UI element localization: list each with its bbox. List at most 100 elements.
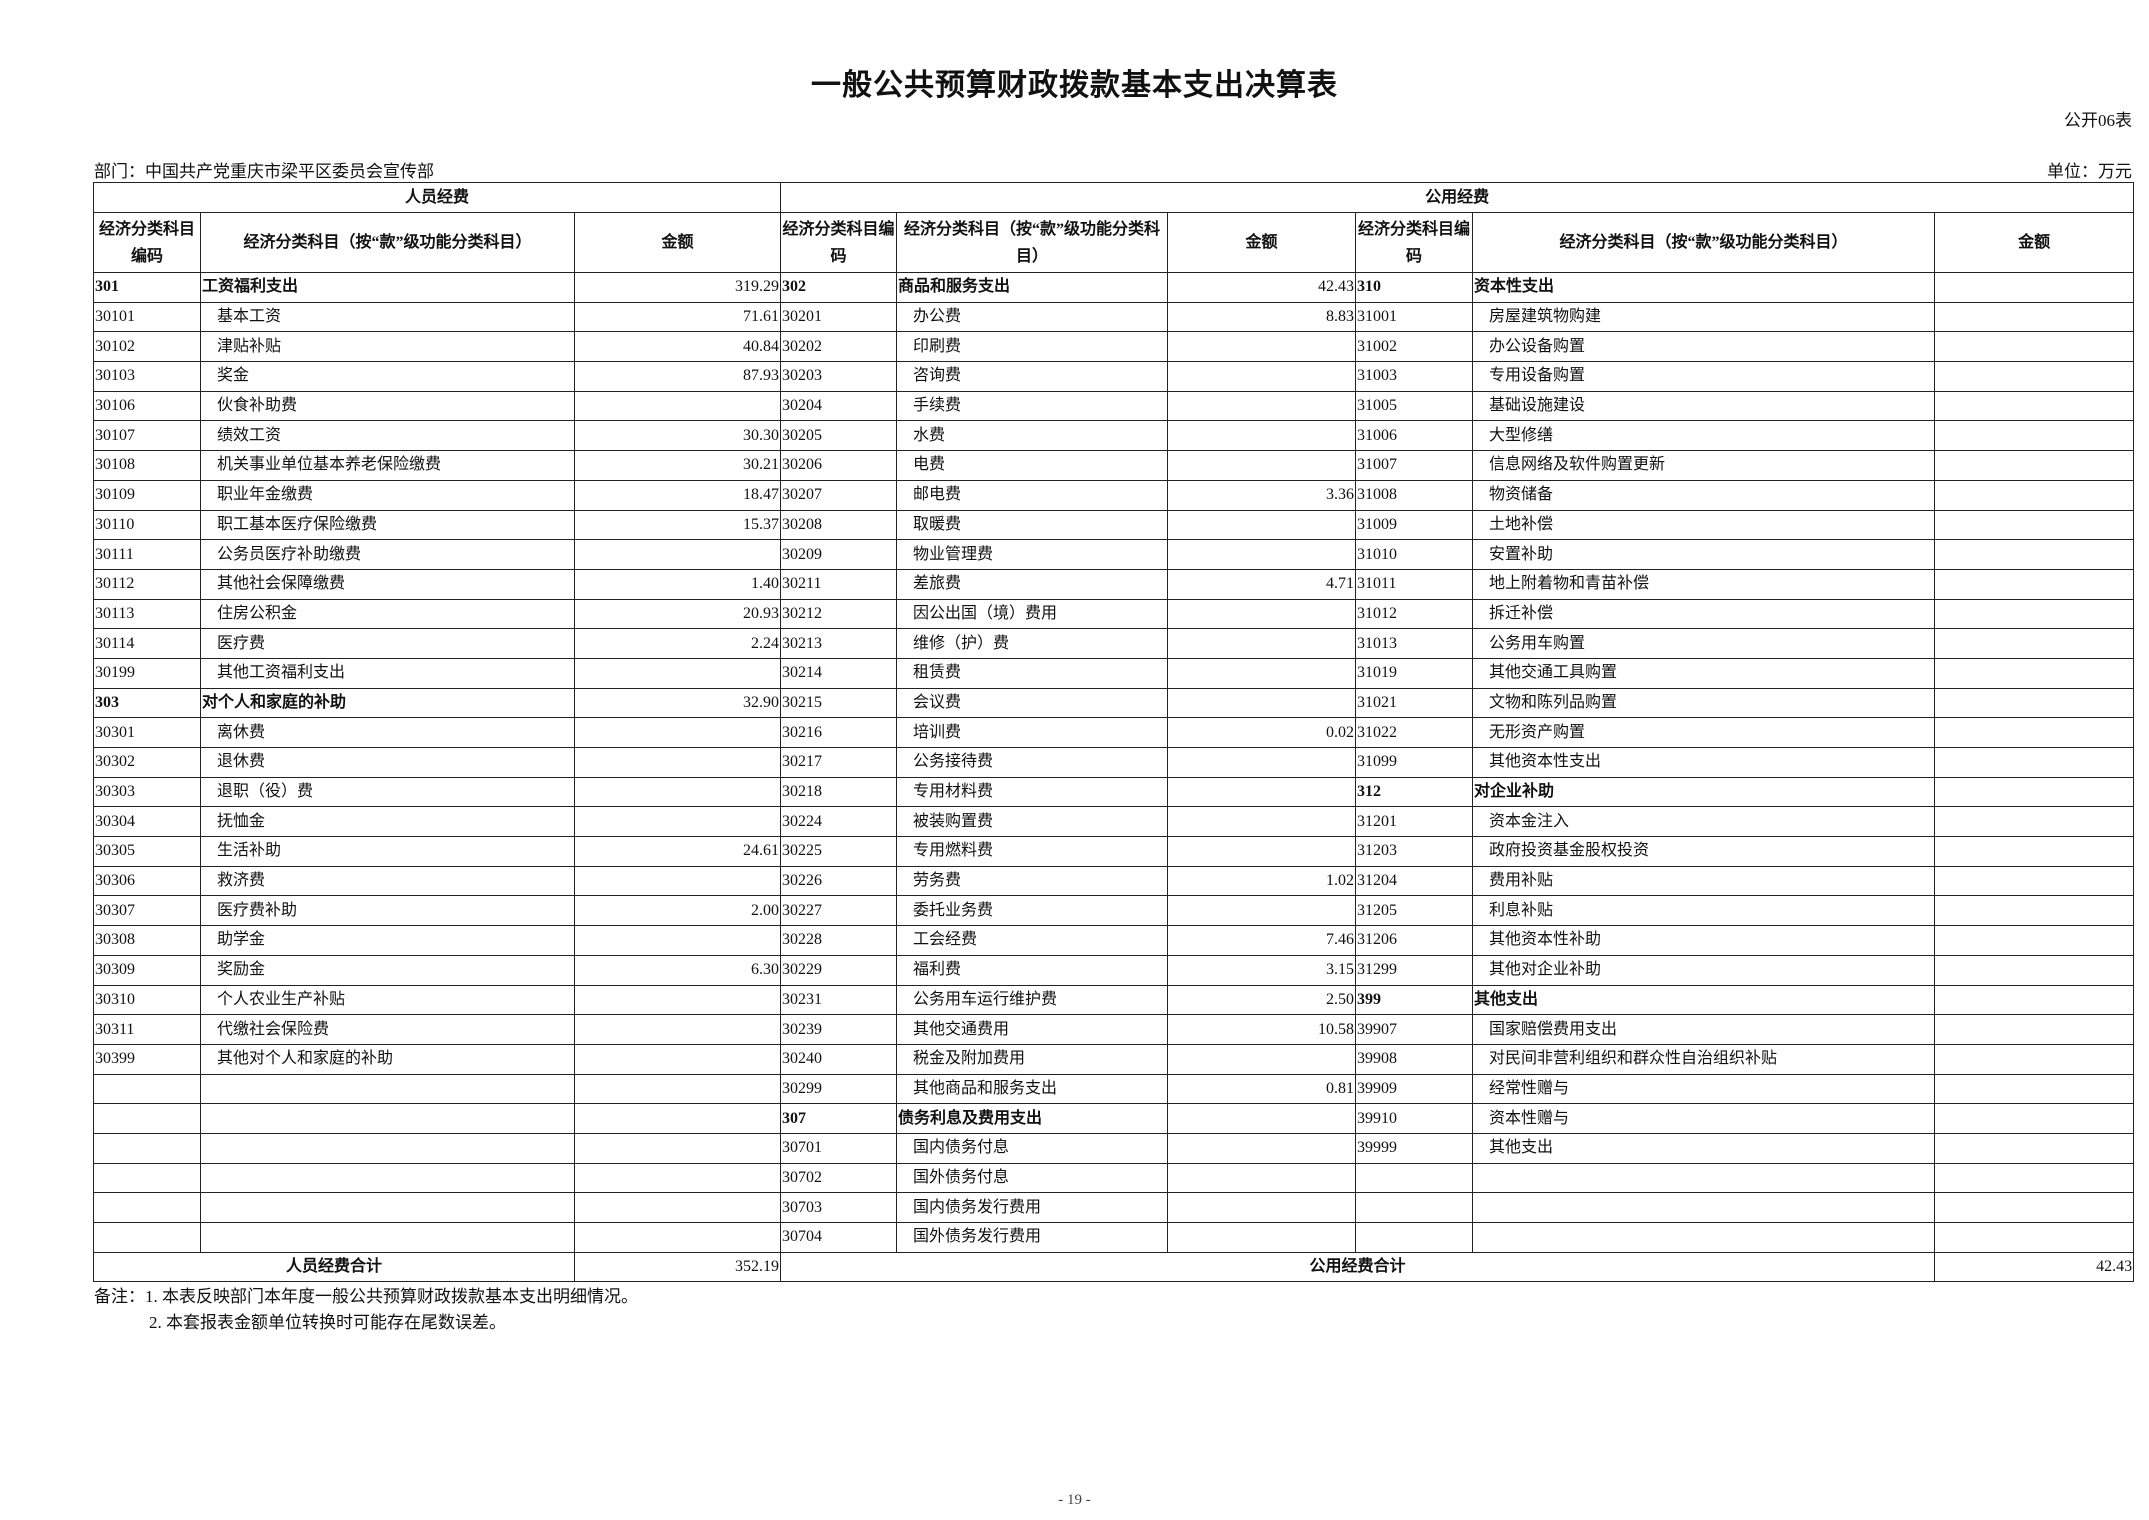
left-code-cell: 30110: [93, 509, 201, 541]
mid-code-cell: 30703: [780, 1192, 898, 1223]
left-code-cell: 30109: [93, 479, 201, 511]
left-amount-cell: [573, 865, 782, 897]
right-amount-cell: [1934, 598, 2135, 630]
left-name-cell: [200, 1073, 575, 1105]
mid-code-cell: 30215: [780, 687, 898, 719]
table-row: 30399 其他对个人和家庭的补助 30240 税金及附加费用 39908 对民间非营利组…: [93, 1043, 2135, 1075]
left-name-cell: 其他社会保障缴费: [200, 568, 575, 600]
right-code-cell: 31019: [1355, 657, 1474, 689]
right-amount-cell: [1934, 776, 2135, 808]
mid-code-cell: 30704: [780, 1222, 898, 1253]
right-code-cell: 31005: [1355, 390, 1474, 422]
right-name-cell: 大型修缮: [1472, 420, 1936, 452]
right-name-cell: 基础设施建设: [1472, 390, 1936, 422]
left-code-cell: 30102: [93, 331, 201, 363]
left-name-cell: 个人农业生产补贴: [200, 984, 575, 1016]
right-amount-cell: [1934, 1222, 2135, 1253]
mid-amount-cell: [1167, 331, 1357, 363]
mid-code-cell: 30228: [780, 925, 898, 956]
left-code-cell: 30112: [93, 568, 201, 600]
mid-name-cell: 被装购置费: [896, 806, 1169, 838]
left-code-cell: 30302: [93, 747, 201, 778]
right-name-cell: 对企业补助: [1472, 776, 1936, 808]
right-amount-cell: [1934, 954, 2135, 986]
mid-name-cell: 电费: [896, 450, 1169, 481]
left-amount-cell: 319.29: [573, 272, 782, 303]
mid-amount-cell: 2.50: [1167, 984, 1357, 1016]
mid-name-cell: 国外债务付息: [896, 1162, 1169, 1194]
column-header-row: 经济分类科目编码 经济分类科目（按“款”级功能分类科目） 金额 经济分类科目编码…: [93, 212, 2135, 273]
left-amount-cell: 87.93: [573, 361, 782, 392]
public-group-header: 公用经费: [780, 182, 2135, 213]
table-row: 303 对个人和家庭的补助 32.90 30215 会议费 31021 文物和陈列品购置: [93, 687, 2135, 719]
right-amount-cell: [1934, 806, 2135, 838]
left-code-cell: 30106: [93, 390, 201, 422]
table-row: 30102 津贴补贴 40.84 30202 印刷费 31002 办公设备购置: [93, 331, 2135, 363]
mid-name-cell: 水费: [896, 420, 1169, 452]
left-name-cell: 生活补助: [200, 836, 575, 867]
mid-name-cell: 办公费: [896, 301, 1169, 333]
left-name-cell: [200, 1222, 575, 1253]
mid-amount-cell: [1167, 390, 1357, 422]
left-name-cell: 医疗费: [200, 628, 575, 659]
left-name-cell: 医疗费补助: [200, 895, 575, 927]
left-amount-cell: [573, 1132, 782, 1164]
left-code-cell: 30311: [93, 1014, 201, 1045]
right-name-cell: 其他对企业补助: [1472, 954, 1936, 986]
unit-label: 单位：万元: [2047, 162, 2132, 181]
left-amount-cell: 18.47: [573, 479, 782, 511]
right-amount-cell: [1934, 1192, 2135, 1223]
column-header-name: 经济分类科目（按“款”级功能分类科目）: [896, 212, 1169, 273]
left-name-cell: [200, 1132, 575, 1164]
right-code-cell: 39908: [1355, 1043, 1474, 1075]
table-row: 30113 住房公积金 20.93 30212 因公出国（境）费用 31012 拆迁补偿: [93, 598, 2135, 630]
left-amount-cell: [573, 1073, 782, 1105]
mid-code-cell: 30299: [780, 1073, 898, 1105]
mid-name-cell: 会议费: [896, 687, 1169, 719]
mid-name-cell: 培训费: [896, 717, 1169, 748]
mid-code-cell: 30701: [780, 1132, 898, 1164]
mid-name-cell: 福利费: [896, 954, 1169, 986]
mid-code-cell: 30217: [780, 747, 898, 778]
right-amount-cell: [1934, 687, 2135, 719]
notes: 备注：1. 本表反映部门本年度一般公共预算财政拨款基本支出明细情况。 2. 本套…: [94, 1284, 638, 1336]
table-row: 30103 奖金 87.93 30203 咨询费 31003 专用设备购置: [93, 361, 2135, 392]
mid-code-cell: 30227: [780, 895, 898, 927]
column-header-code: 经济分类科目编码: [780, 212, 898, 273]
mid-amount-cell: [1167, 628, 1357, 659]
mid-amount-cell: 0.81: [1167, 1073, 1357, 1105]
mid-amount-cell: [1167, 895, 1357, 927]
table-row: 30111 公务员医疗补助缴费 30209 物业管理费 31010 安置补助: [93, 539, 2135, 570]
mid-amount-cell: 4.71: [1167, 568, 1357, 600]
right-amount-cell: [1934, 539, 2135, 570]
mid-name-cell: 差旅费: [896, 568, 1169, 600]
mid-amount-cell: [1167, 509, 1357, 541]
table-row: 30304 抚恤金 30224 被装购置费 31201 资本金注入: [93, 806, 2135, 838]
right-amount-cell: [1934, 1073, 2135, 1105]
right-amount-cell: [1934, 390, 2135, 422]
right-code-cell: 31009: [1355, 509, 1474, 541]
right-code-cell: 31299: [1355, 954, 1474, 986]
left-name-cell: 基本工资: [200, 301, 575, 333]
right-name-cell: 其他资本性支出: [1472, 747, 1936, 778]
mid-amount-cell: [1167, 450, 1357, 481]
right-name-cell: 其他交通工具购置: [1472, 657, 1936, 689]
right-amount-cell: [1934, 272, 2135, 303]
right-amount-cell: [1934, 450, 2135, 481]
table-row: 30704 国外债务发行费用: [93, 1222, 2135, 1253]
mid-name-cell: 取暖费: [896, 509, 1169, 541]
mid-code-cell: 30225: [780, 836, 898, 867]
column-header-code: 经济分类科目编码: [93, 212, 201, 273]
left-code-cell: 30101: [93, 301, 201, 333]
left-code-cell: [93, 1222, 201, 1253]
personnel-total-label: 人员经费合计: [93, 1251, 575, 1282]
table-row: 30106 伙食补助费 30204 手续费 31005 基础设施建设: [93, 390, 2135, 422]
right-amount-cell: [1934, 984, 2135, 1016]
mid-name-cell: 债务利息及费用支出: [896, 1103, 1169, 1134]
left-code-cell: 30301: [93, 717, 201, 748]
left-amount-cell: [573, 539, 782, 570]
mid-amount-cell: [1167, 1103, 1357, 1134]
left-code-cell: 301: [93, 272, 201, 303]
right-amount-cell: [1934, 1014, 2135, 1045]
mid-code-cell: 30226: [780, 865, 898, 897]
